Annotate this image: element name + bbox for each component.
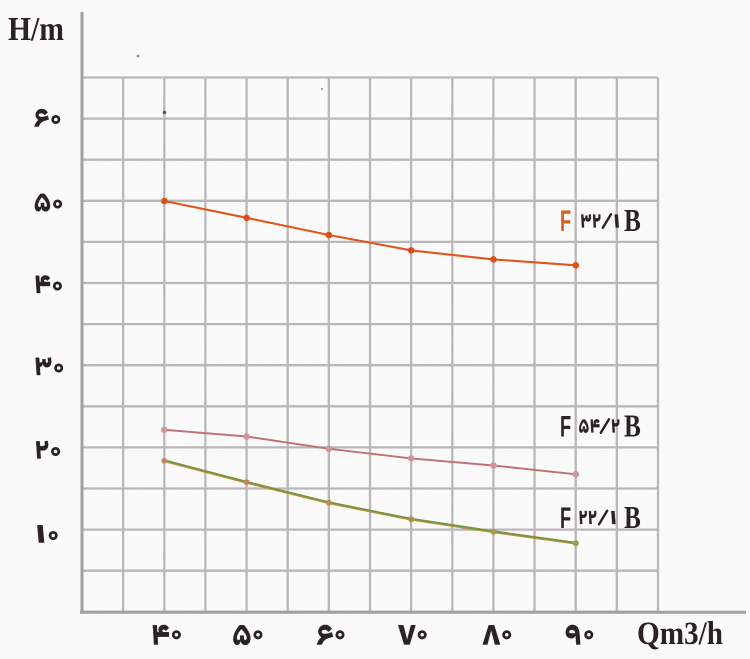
- svg-text:Qm3/h: Qm3/h: [637, 616, 723, 652]
- svg-text:F: F: [560, 503, 571, 535]
- svg-text:F: F: [560, 411, 571, 443]
- svg-text:F: F: [560, 206, 571, 238]
- svg-text:B: B: [624, 204, 641, 238]
- svg-text:B: B: [624, 410, 641, 444]
- svg-text:H/m: H/m: [8, 11, 64, 48]
- svg-text:B: B: [624, 501, 641, 535]
